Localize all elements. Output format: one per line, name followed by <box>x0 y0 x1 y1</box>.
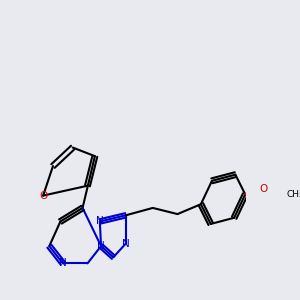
Text: CH₃: CH₃ <box>286 190 300 199</box>
Text: N: N <box>59 258 67 268</box>
Text: O: O <box>260 184 268 194</box>
Text: O: O <box>39 190 47 201</box>
Text: N: N <box>122 239 130 249</box>
Text: N: N <box>97 241 105 251</box>
Text: N: N <box>96 217 104 226</box>
